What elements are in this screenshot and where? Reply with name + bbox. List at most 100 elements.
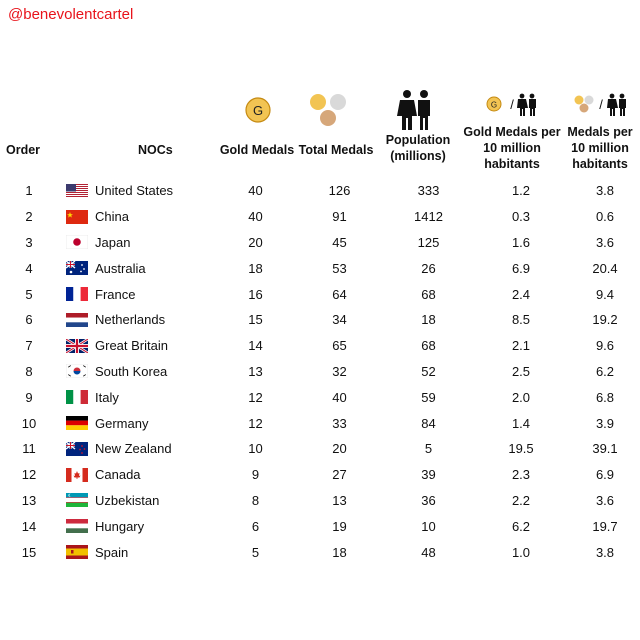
table-row: 13 Uzbekistan 8 13 36 2.2 3.6 — [0, 488, 640, 514]
gold-medals-value: 13 — [248, 363, 263, 379]
population-value: 333 — [417, 183, 440, 199]
order-cell: 3 — [25, 234, 33, 250]
mini-gold-letter: G — [491, 101, 497, 110]
table-row: 9 Italy 12 40 59 2.0 6.8 — [0, 384, 640, 410]
noc-name: Spain — [95, 544, 129, 560]
population-value: 68 — [421, 338, 436, 354]
population-value: 5 — [424, 441, 433, 457]
medals-per-10m-value: 3.6 — [595, 492, 615, 508]
order-cell: 7 — [25, 338, 33, 354]
gold-per-10m-value: 2.2 — [511, 492, 531, 508]
table-row: 6 Netherlands 15 34 18 8.5 19.2 — [0, 307, 640, 333]
table-row: 10 Germany 12 33 84 1.4 3.9 — [0, 410, 640, 436]
header-medals-per-10m-line-1: Medals per — [567, 125, 633, 139]
medals-per-10m-value: 9.6 — [595, 338, 615, 354]
medal-table-body: 1 United States 40 126 333 1.2 3.8 2 China 40 91 14… — [0, 178, 640, 565]
total-medals-value: 34 — [332, 312, 347, 328]
medals-per-10m-value: 9.4 — [595, 286, 615, 302]
medals-per-10m-value: 0.6 — [595, 209, 615, 225]
order-cell: 1 — [25, 183, 33, 199]
order-cell: 11 — [22, 441, 36, 457]
order-cell: 8 — [25, 363, 33, 379]
flag-gb-icon — [58, 333, 95, 359]
header-order: Order — [6, 143, 41, 157]
noc-name: Italy — [95, 389, 119, 405]
header-population-line-2: (millions) — [390, 149, 446, 163]
order-cell: 6 — [25, 312, 33, 328]
people-icon — [397, 90, 430, 130]
noc-name: Germany — [95, 415, 149, 431]
gold-medals-value: 8 — [251, 492, 260, 508]
population-value: 36 — [421, 492, 436, 508]
population-value: 10 — [421, 518, 436, 534]
gold-medals-value: 5 — [251, 544, 260, 560]
author-handle: @benevolentcartel — [8, 6, 134, 23]
noc-name: Great Britain — [95, 338, 168, 354]
noc-name: China — [95, 209, 129, 225]
table-row: 8 South Korea 13 32 52 2.5 6.2 — [0, 359, 640, 385]
flag-us-icon — [58, 178, 95, 204]
noc-name: Australia — [95, 260, 146, 276]
total-medals-value: 20 — [332, 441, 347, 457]
noc-name: Uzbekistan — [95, 492, 160, 508]
total-medals-value: 40 — [332, 389, 347, 405]
gold-medals-value: 12 — [248, 415, 263, 431]
medals-per-10m-value: 6.8 — [595, 389, 615, 405]
medals-per-10m-value: 6.2 — [595, 363, 615, 379]
header-medals-per-10m-line-3: habitants — [572, 157, 628, 171]
order-cell: 15 — [21, 544, 37, 560]
header-gold-medals: Gold Medals — [219, 143, 295, 157]
header-gold-per-10m-line-3: habitants — [484, 157, 540, 171]
gold-per-10m-value: 1.4 — [511, 415, 531, 431]
table-row: 15 Spain 5 18 48 1.0 3.8 — [0, 539, 640, 565]
noc-name: Japan — [95, 234, 131, 250]
flag-hu-icon — [58, 513, 95, 539]
total-medals-value: 27 — [332, 467, 347, 483]
noc-name: France — [95, 286, 136, 302]
header-gold-per-10m-line-1: Gold Medals per — [463, 125, 561, 139]
gold-medals-value: 10 — [248, 441, 263, 457]
table-row: 4 Australia 18 53 26 6.9 20.4 — [0, 255, 640, 281]
noc-name: New Zealand — [95, 441, 172, 457]
noc-name: South Korea — [95, 363, 168, 379]
gold-medals-value: 18 — [248, 260, 263, 276]
gold-medals-value: 12 — [248, 389, 263, 405]
flag-au-icon — [58, 255, 95, 281]
gold-medals-value: 16 — [248, 286, 263, 302]
table-row: 2 China 40 91 1412 0.3 0.6 — [0, 204, 640, 230]
gold-medal-per-people-icon: G / — [486, 93, 536, 116]
header-medals-per-10m: Medals per 10 million habitants — [562, 124, 638, 172]
table-row: 7 Great Britain 14 65 68 2.1 9.6 — [0, 333, 640, 359]
flag-uz-icon — [58, 488, 95, 514]
medal-table: 1 United States 40 126 333 1.2 3.8 2 China 40 91 14… — [0, 178, 640, 565]
table-row: 11 New Zealand 10 20 5 19.5 39.1 — [0, 436, 640, 462]
medals-per-10m-value: 6.9 — [595, 467, 615, 483]
noc-name: United States — [95, 183, 174, 199]
total-medals-value: 45 — [332, 234, 347, 250]
gold-per-10m-value: 19.5 — [508, 441, 534, 457]
total-medals-value: 19 — [332, 518, 347, 534]
header-nocs: NOCs — [138, 143, 173, 157]
gold-medals-value: 40 — [248, 209, 263, 225]
order-cell: 14 — [21, 518, 37, 534]
medals-per-10m-value: 3.9 — [595, 415, 615, 431]
population-value: 48 — [421, 544, 436, 560]
table-row: 1 United States 40 126 333 1.2 3.8 — [0, 178, 640, 204]
order-cell: 4 — [25, 260, 33, 276]
order-cell: 12 — [21, 467, 37, 483]
gold-per-10m-value: 1.0 — [511, 544, 531, 560]
flag-cn-icon — [58, 204, 95, 230]
order-cell: 2 — [25, 209, 33, 225]
total-medals-value: 91 — [332, 209, 347, 225]
header-gold-per-10m-line-2: 10 million — [483, 141, 541, 155]
slash-glyph-2: / — [599, 97, 603, 112]
gold-medal-icon: G — [245, 97, 271, 123]
total-medals-value: 18 — [332, 544, 347, 560]
noc-name: Canada — [95, 467, 141, 483]
gold-per-10m-value: 6.9 — [511, 260, 531, 276]
medals-per-10m-value: 20.4 — [592, 260, 618, 276]
total-medals-value: 64 — [332, 286, 347, 302]
gold-per-10m-value: 1.2 — [511, 183, 531, 199]
order-cell: 10 — [21, 415, 37, 431]
medals-per-10m-value: 39.1 — [592, 441, 618, 457]
